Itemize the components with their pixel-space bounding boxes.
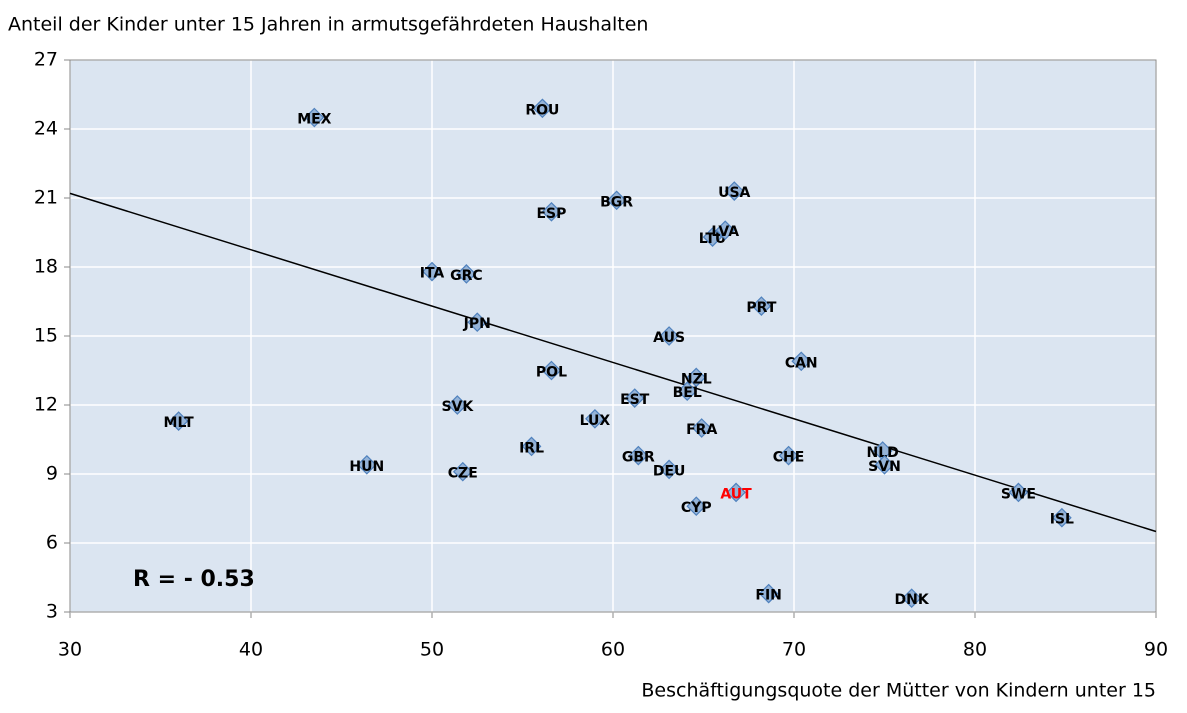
point xyxy=(691,418,712,438)
point-label: IRL xyxy=(519,440,544,456)
point-label: POL xyxy=(536,365,567,381)
point-label: SWE xyxy=(1001,486,1036,502)
point xyxy=(168,411,189,431)
point xyxy=(724,181,745,201)
y-tick-label: 6 xyxy=(46,532,58,554)
x-tick-label: 90 xyxy=(1144,639,1168,661)
point xyxy=(874,454,895,475)
x-tick-label: 50 xyxy=(420,639,444,661)
trendline xyxy=(69,192,1157,533)
point-label: NLD xyxy=(867,445,899,461)
x-tick-label: 80 xyxy=(963,639,987,661)
point xyxy=(356,454,377,475)
y-tick-label: 18 xyxy=(34,256,58,278)
point-label: ESP xyxy=(536,206,566,222)
point-label: DEU xyxy=(653,463,686,479)
point-label: LTU xyxy=(699,231,727,247)
point xyxy=(677,381,698,402)
point xyxy=(606,190,627,211)
annotation: R = - 0.53 xyxy=(133,567,255,592)
y-axis-title: Anteil der Kinder unter 15 Jahren in arm… xyxy=(8,14,648,36)
point xyxy=(686,367,707,388)
point xyxy=(751,296,772,316)
point-label: FRA xyxy=(686,422,717,438)
point xyxy=(521,436,542,457)
point-label: ROU xyxy=(525,102,559,118)
point-label: SVK xyxy=(441,399,474,415)
point xyxy=(901,588,922,609)
point-label: MEX xyxy=(297,112,331,128)
point-label: BEL xyxy=(673,385,702,401)
point-label: CAN xyxy=(785,355,818,371)
x-axis-title: Beschäftigungsquote der Mütter von Kinde… xyxy=(641,680,1156,702)
point xyxy=(1008,482,1029,503)
point-label: HUN xyxy=(349,459,384,475)
y-tick-label: 15 xyxy=(34,325,58,347)
point xyxy=(702,227,723,247)
x-tick-label: 70 xyxy=(782,639,806,661)
point xyxy=(686,496,707,517)
point-label: BGR xyxy=(600,194,633,210)
point xyxy=(541,360,562,381)
point-label: MLT xyxy=(164,415,195,431)
point xyxy=(532,98,553,119)
point-label: LUX xyxy=(580,413,611,429)
point-label: ITA xyxy=(420,266,445,282)
point-label: CZE xyxy=(448,466,478,482)
point xyxy=(456,264,477,284)
point xyxy=(726,482,746,503)
point-label: GRC xyxy=(450,268,483,284)
y-tick-label: 27 xyxy=(34,49,58,71)
point xyxy=(715,220,736,241)
y-tick-label: 3 xyxy=(46,601,58,623)
point xyxy=(541,201,562,222)
point-label: CHE xyxy=(773,450,805,466)
point-label: PRT xyxy=(746,300,776,316)
point-label: JPN xyxy=(463,316,491,332)
point-label: DNK xyxy=(895,592,930,608)
x-tick-label: 40 xyxy=(239,639,263,661)
point-label: AUS xyxy=(653,330,685,346)
point-label: LVA xyxy=(711,224,739,240)
point-label: SVN xyxy=(868,459,901,475)
point xyxy=(447,395,468,415)
point xyxy=(304,107,325,128)
y-tick-label: 9 xyxy=(46,463,58,485)
y-tick-label: 24 xyxy=(34,118,58,140)
y-tick-label: 21 xyxy=(34,187,58,209)
point-label: CYP xyxy=(681,500,712,516)
plot-border xyxy=(69,59,1157,613)
x-tick-label: 30 xyxy=(58,639,82,661)
point-label: GBR xyxy=(622,450,655,466)
point-label: FIN xyxy=(755,588,782,604)
point xyxy=(791,351,812,372)
point xyxy=(659,326,679,346)
point xyxy=(1052,507,1072,528)
point xyxy=(422,261,442,282)
point-label: ISL xyxy=(1050,512,1074,528)
point xyxy=(467,312,488,333)
point xyxy=(778,445,799,466)
x-tick-label: 60 xyxy=(601,639,625,661)
point-label: USA xyxy=(718,185,750,201)
point-label: EST xyxy=(620,392,650,408)
point xyxy=(624,388,645,408)
point-label: AUT xyxy=(720,486,752,502)
y-tick-label: 12 xyxy=(34,394,58,416)
point xyxy=(659,459,679,480)
point xyxy=(758,583,779,604)
point xyxy=(452,461,473,482)
point xyxy=(585,408,605,429)
point xyxy=(628,445,649,466)
